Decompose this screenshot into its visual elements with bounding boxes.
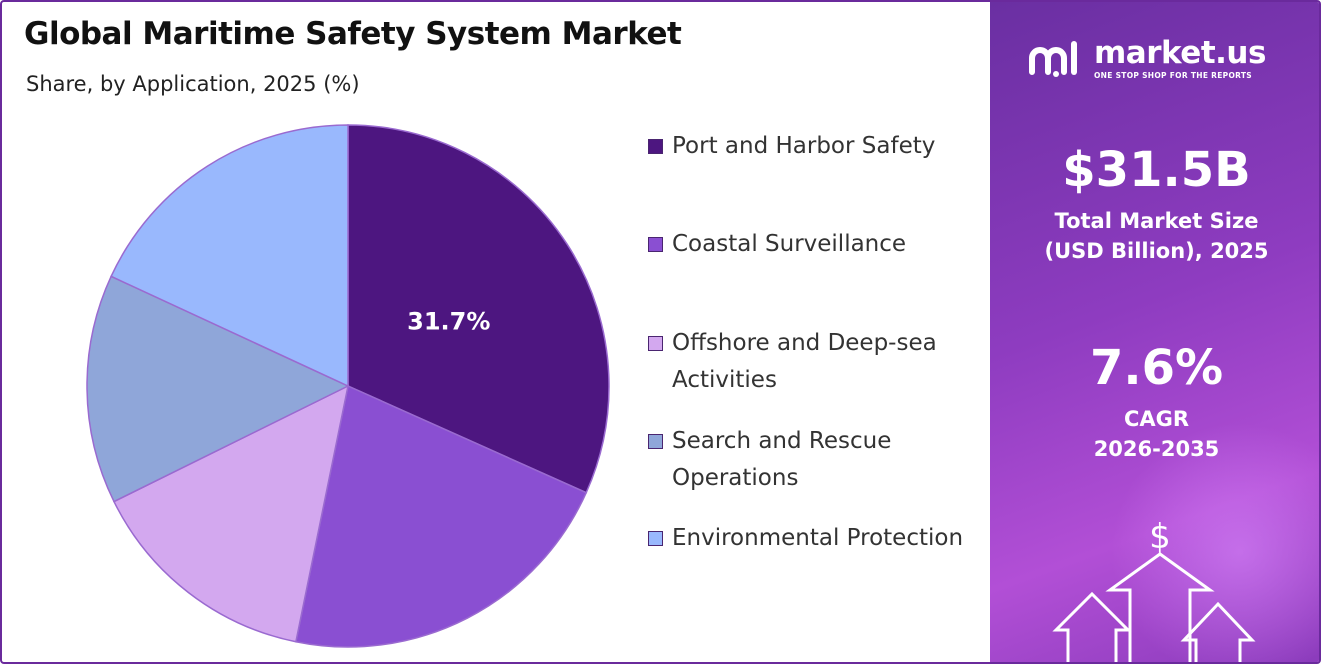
legend-label: Coastal Surveillance (672, 231, 907, 257)
legend-item-port-harbor: Port and Harbor Safety (648, 128, 972, 165)
pie-chart: 31.7% (86, 124, 610, 648)
legend-swatch (648, 237, 663, 252)
legend-label: Port and Harbor Safety (672, 133, 936, 159)
market-size-label-year: (USD Billion), 2025 (1044, 239, 1269, 263)
panel-glow (1110, 422, 1319, 662)
logo-text: market.us ONE STOP SHOP FOR THE REPORTS (1094, 37, 1266, 80)
pie-slice-port-and-harbor-safety (347, 124, 610, 494)
cagr-label: CAGR (1123, 407, 1190, 431)
legend-label: Environmental Protection (672, 525, 964, 551)
legend-item-coastal: Coastal Surveillance (648, 226, 972, 263)
market-size-label: Total Market Size (1054, 209, 1259, 233)
legend-label: Offshore and Deep-sea Activities (672, 330, 937, 393)
legend-swatch (648, 531, 663, 546)
pie-slice-offshore-and-deep-sea-activities (112, 384, 350, 643)
legend-swatch (648, 336, 663, 351)
cagr-stat: 7.6% CAGR 2026-2035 (990, 340, 1319, 464)
summary-panel: market.us ONE STOP SHOP FOR THE REPORTS … (990, 2, 1319, 662)
chart-subtitle: Share, by Application, 2025 (%) (26, 72, 360, 96)
market-size-value: $31.5B (1062, 142, 1251, 198)
legend-item-environmental: Environmental Protection (648, 520, 972, 557)
legend-item-search-rescue: Search and Rescue Operations (648, 423, 972, 497)
dollar-growth-arrows-icon: $ (1052, 517, 1256, 662)
pie-slice-search-and-rescue-operations (86, 275, 350, 503)
svg-text:$: $ (1149, 517, 1171, 557)
chart-title: Global Maritime Safety System Market (24, 16, 682, 52)
brand-name: market.us (1094, 34, 1266, 71)
cagr-period: 2026-2035 (1093, 437, 1220, 461)
market-size-stat: $31.5B Total Market Size (USD Billion), … (990, 142, 1319, 266)
brand-tagline: ONE STOP SHOP FOR THE REPORTS (1094, 70, 1252, 80)
legend-swatch (648, 434, 663, 449)
market-us-logo-icon (1029, 41, 1077, 77)
brand-logo: market.us ONE STOP SHOP FOR THE REPORTS (1026, 36, 1266, 80)
pie-slice-coastal-surveillance (294, 384, 588, 648)
pie-data-label: 31.7% (407, 308, 490, 336)
legend-swatch (648, 139, 663, 154)
pie-slice-environmental-protection (110, 124, 349, 388)
cagr-value: 7.6% (1089, 340, 1224, 396)
legend-label: Search and Rescue Operations (672, 428, 892, 491)
legend-item-offshore: Offshore and Deep-sea Activities (648, 325, 972, 399)
